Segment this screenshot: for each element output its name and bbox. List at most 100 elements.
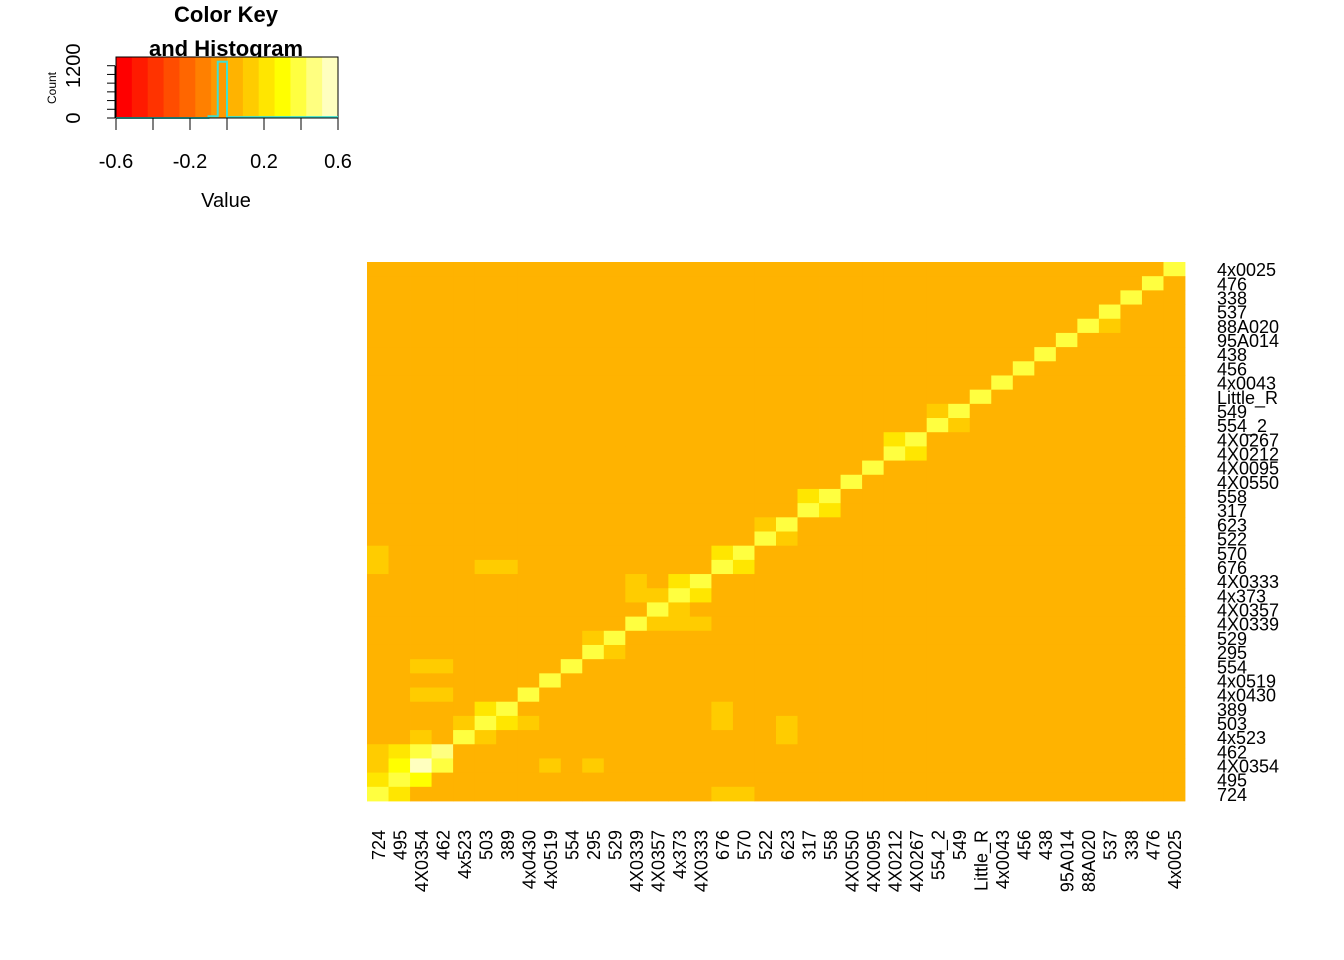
heatmap-cell xyxy=(539,361,562,376)
heatmap-cell xyxy=(560,318,583,334)
heatmap-cell xyxy=(1077,588,1100,603)
heatmap-cell xyxy=(1098,290,1121,305)
heatmap-cell xyxy=(625,276,648,291)
heatmap-cell xyxy=(883,673,906,688)
heatmap-cell xyxy=(991,418,1014,433)
heatmap-cell xyxy=(776,503,798,518)
heatmap-cell xyxy=(560,503,583,518)
heatmap-cell xyxy=(431,375,454,391)
heatmap-cell xyxy=(819,503,841,518)
heatmap-cell xyxy=(625,361,648,376)
heatmap-cell xyxy=(388,687,411,703)
heatmap-cell xyxy=(496,659,519,674)
heatmap-cell xyxy=(1163,602,1186,618)
heatmap-cell xyxy=(1055,701,1078,717)
heatmap-cell xyxy=(517,361,540,376)
heatmap-cell xyxy=(496,786,519,802)
heatmap-cell xyxy=(496,403,519,419)
heatmap-cell xyxy=(926,545,949,561)
heatmap-cell xyxy=(1055,772,1078,788)
heatmap-cell xyxy=(991,531,1014,547)
heatmap-cell xyxy=(862,545,885,561)
heatmap-cell xyxy=(711,474,734,490)
heatmap-cell xyxy=(948,304,971,320)
heatmap-cell xyxy=(539,389,562,405)
heatmap-cell xyxy=(1098,772,1121,788)
heatmap-cell xyxy=(431,290,454,305)
heatmap-cell xyxy=(969,403,992,419)
heatmap-cell xyxy=(926,488,949,504)
heatmap-cell xyxy=(840,446,863,461)
heatmap-cell xyxy=(668,403,691,419)
heatmap-cell xyxy=(560,418,583,433)
heatmap-cell xyxy=(1163,474,1186,490)
heatmap-cell xyxy=(689,701,712,717)
heatmap-cell xyxy=(646,389,669,405)
heatmap-cell xyxy=(603,758,626,774)
heatmap-cell xyxy=(1141,432,1164,447)
heatmap-cell xyxy=(969,744,992,759)
heatmap-cell xyxy=(1055,318,1078,334)
heatmap-cell xyxy=(819,588,841,603)
heatmap-cell xyxy=(776,361,798,376)
heatmap-cell xyxy=(1034,262,1057,277)
heatmap-cell xyxy=(1120,488,1143,504)
heatmap-cell xyxy=(1012,588,1035,603)
heatmap-cell xyxy=(603,332,626,348)
heatmap-cell xyxy=(474,276,497,291)
heatmap-cell xyxy=(517,602,540,618)
heatmap-cell xyxy=(625,318,648,334)
heatmap-cell xyxy=(754,758,777,774)
heatmap-cell xyxy=(625,616,648,632)
heatmap-cell xyxy=(560,474,583,490)
row-label: 4x0430 xyxy=(1217,686,1276,706)
heatmap-cell xyxy=(754,588,777,603)
heatmap-cell xyxy=(625,446,648,461)
heatmap-cell xyxy=(388,503,411,518)
heatmap-cell xyxy=(797,701,820,717)
heatmap-cell xyxy=(603,517,626,532)
heatmap-cell xyxy=(410,361,432,376)
heatmap-cell xyxy=(1077,730,1100,745)
heatmap-cell xyxy=(646,432,669,447)
heatmap-cell xyxy=(948,574,971,589)
heatmap-cell xyxy=(797,276,820,291)
heatmap-cell xyxy=(625,517,648,532)
heatmap-cell xyxy=(1141,673,1164,688)
heatmap-cell xyxy=(646,460,669,476)
heatmap-cell xyxy=(689,630,712,646)
heatmap-cell xyxy=(905,361,928,376)
heatmap-cell xyxy=(776,432,798,447)
column-label: 4X0357 xyxy=(649,830,669,892)
heatmap-cell xyxy=(1163,574,1186,589)
heatmap-cell xyxy=(539,460,562,476)
heatmap-cell xyxy=(560,673,583,688)
heatmap-cell xyxy=(948,545,971,561)
heatmap-cell xyxy=(388,574,411,589)
heatmap-cell xyxy=(797,630,820,646)
heatmap-cell xyxy=(840,304,863,320)
heatmap-cell xyxy=(948,687,971,703)
heatmap-cell xyxy=(1012,602,1035,618)
heatmap-cell xyxy=(819,432,841,447)
color-key-swatch xyxy=(290,57,307,118)
heatmap-cell xyxy=(1034,488,1057,504)
heatmap-cell xyxy=(496,701,519,717)
heatmap-cell xyxy=(646,786,669,802)
heatmap-cell xyxy=(840,545,863,561)
heatmap-cell xyxy=(496,730,519,745)
heatmap-cell xyxy=(969,503,992,518)
heatmap-cell xyxy=(883,574,906,589)
heatmap-cell xyxy=(560,347,583,362)
heatmap-cell xyxy=(453,503,476,518)
heatmap-cell xyxy=(1034,786,1057,802)
heatmap-cell xyxy=(1098,715,1121,731)
heatmap-cell xyxy=(732,772,755,788)
heatmap-cell xyxy=(582,361,605,376)
heatmap-cell xyxy=(388,304,411,320)
heatmap-cell xyxy=(1012,644,1035,660)
row-label: 549 xyxy=(1217,402,1247,422)
heatmap-cell xyxy=(1055,673,1078,688)
heatmap-cell xyxy=(1034,644,1057,660)
